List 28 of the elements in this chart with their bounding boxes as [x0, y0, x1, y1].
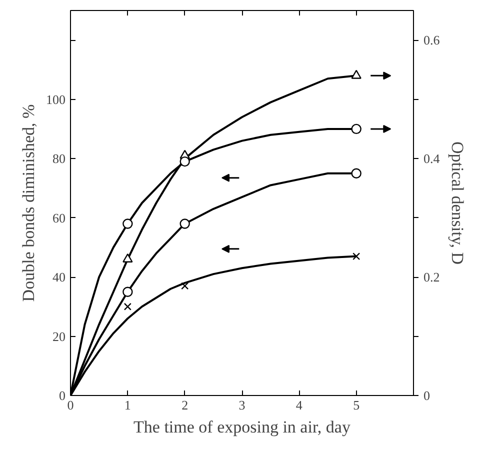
y2-tick-label: 0.4	[424, 151, 440, 166]
point	[122, 286, 133, 297]
y2-tick-label: 0.6	[424, 32, 440, 48]
y-tick-label: 60	[52, 210, 66, 226]
y-axis-title: Double bonds diminished, %	[19, 104, 38, 302]
point	[351, 168, 362, 178]
y-tick-label: 100	[46, 92, 66, 107]
point	[351, 124, 362, 134]
y2-tick-label: 0.2	[424, 270, 440, 285]
y-tick-label: 0	[59, 388, 66, 403]
y2-tick-label: 0	[424, 388, 430, 403]
point	[124, 302, 132, 310]
point	[352, 252, 360, 260]
x-axis-title: The time of exposing in air, day	[134, 418, 351, 436]
point	[181, 282, 189, 290]
y-tick-label: 20	[52, 328, 66, 344]
y2-axis-title: Optical density, D	[448, 141, 467, 265]
point	[122, 218, 133, 229]
x-tick-label: 2	[182, 398, 188, 412]
x-tick-label: 5	[353, 398, 360, 412]
x-tick-label: 4	[296, 398, 303, 412]
point	[351, 70, 362, 79]
point	[180, 218, 190, 229]
x-tick-label: 1	[124, 398, 131, 412]
y-tick-label: 80	[52, 151, 66, 166]
y-tick-label: 40	[52, 270, 66, 285]
x-tick-label: 3	[238, 398, 246, 412]
point	[180, 156, 190, 167]
